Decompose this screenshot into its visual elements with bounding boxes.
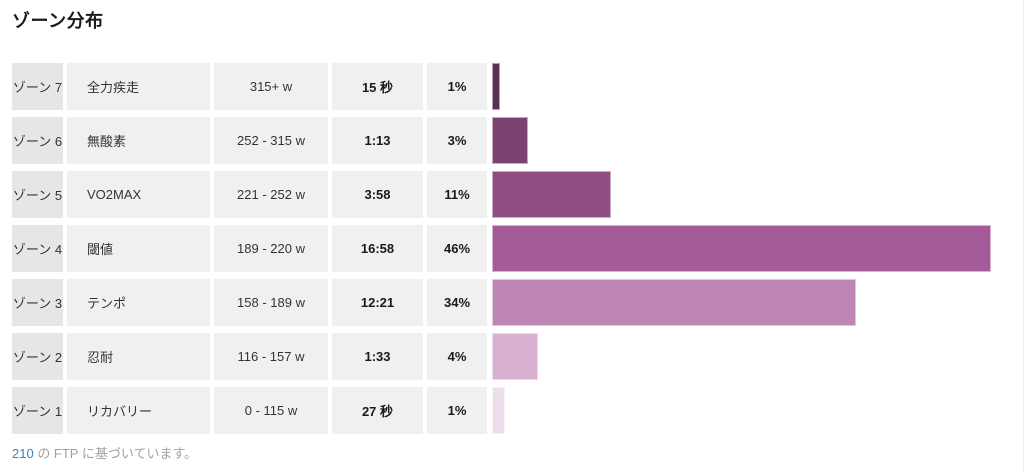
zone-percent: 46% bbox=[427, 225, 487, 272]
zone-name: 全力疾走 bbox=[67, 63, 210, 110]
zone-time: 3:58 bbox=[332, 171, 423, 218]
zone-label: ゾーン 5 bbox=[12, 171, 63, 218]
table-row-zone1: ゾーン 1 リカバリー 0 - 115 w 27 秒 1% bbox=[12, 387, 1017, 434]
zone-time: 12:21 bbox=[332, 279, 423, 326]
zone-bar-track bbox=[492, 225, 1017, 272]
table-row-zone5: ゾーン 5 VO2MAX 221 - 252 w 3:58 11% bbox=[12, 171, 1017, 218]
zone-name: 忍耐 bbox=[67, 333, 210, 380]
zone-time: 16:58 bbox=[332, 225, 423, 272]
ftp-value-link[interactable]: 210 bbox=[12, 446, 34, 461]
zone-percent: 1% bbox=[427, 63, 487, 110]
zone-percent: 3% bbox=[427, 117, 487, 164]
zone-bar-track bbox=[492, 63, 1017, 110]
zone-label: ゾーン 6 bbox=[12, 117, 63, 164]
zone-label: ゾーン 4 bbox=[12, 225, 63, 272]
zone-bar bbox=[492, 171, 611, 218]
table-row-zone7: ゾーン 7 全力疾走 315+ w 15 秒 1% bbox=[12, 63, 1017, 110]
zone-power-range: 189 - 220 w bbox=[214, 225, 328, 272]
zone-label: ゾーン 7 bbox=[12, 63, 63, 110]
zone-percent: 11% bbox=[427, 171, 487, 218]
zone-bar-track bbox=[492, 387, 1017, 434]
zone-label: ゾーン 1 bbox=[12, 387, 63, 434]
table-row-zone4: ゾーン 4 閾値 189 - 220 w 16:58 46% bbox=[12, 225, 1017, 272]
page-title: ゾーン分布 bbox=[12, 11, 104, 31]
zone-bar-track bbox=[492, 171, 1017, 218]
zone-bar-track bbox=[492, 279, 1017, 326]
zone-time: 15 秒 bbox=[332, 63, 423, 110]
table-row-zone6: ゾーン 6 無酸素 252 - 315 w 1:13 3% bbox=[12, 117, 1017, 164]
zone-table: ゾーン 7 全力疾走 315+ w 15 秒 1% ゾーン 6 無酸素 252 … bbox=[12, 63, 1017, 441]
zone-bar bbox=[492, 63, 500, 110]
ftp-note: 210 の FTP に基づいています。 bbox=[12, 443, 197, 462]
zone-name: 無酸素 bbox=[67, 117, 210, 164]
zone-time: 27 秒 bbox=[332, 387, 423, 434]
zone-label: ゾーン 2 bbox=[12, 333, 63, 380]
zone-bar-track bbox=[492, 333, 1017, 380]
zone-bar bbox=[492, 333, 538, 380]
zone-percent: 4% bbox=[427, 333, 487, 380]
zone-time: 1:13 bbox=[332, 117, 423, 164]
ftp-note-text: の FTP に基づいています。 bbox=[33, 446, 198, 461]
zone-power-range: 158 - 189 w bbox=[214, 279, 328, 326]
zone-bar bbox=[492, 387, 505, 434]
zone-power-range: 221 - 252 w bbox=[214, 171, 328, 218]
table-row-zone2: ゾーン 2 忍耐 116 - 157 w 1:33 4% bbox=[12, 333, 1017, 380]
table-row-zone3: ゾーン 3 テンポ 158 - 189 w 12:21 34% bbox=[12, 279, 1017, 326]
zone-name: VO2MAX bbox=[67, 171, 210, 218]
zone-name: リカバリー bbox=[67, 387, 210, 434]
zone-name: テンポ bbox=[67, 279, 210, 326]
zone-bar bbox=[492, 117, 528, 164]
zone-time: 1:33 bbox=[332, 333, 423, 380]
zone-name: 閾値 bbox=[67, 225, 210, 272]
zone-percent: 1% bbox=[427, 387, 487, 434]
zone-power-range: 315+ w bbox=[214, 63, 328, 110]
zone-bar bbox=[492, 279, 856, 326]
zone-bar bbox=[492, 225, 991, 272]
zone-bar-track bbox=[492, 117, 1017, 164]
zone-power-range: 252 - 315 w bbox=[214, 117, 328, 164]
zone-power-range: 0 - 115 w bbox=[214, 387, 328, 434]
zone-power-range: 116 - 157 w bbox=[214, 333, 328, 380]
zone-percent: 34% bbox=[427, 279, 487, 326]
zone-label: ゾーン 3 bbox=[12, 279, 63, 326]
